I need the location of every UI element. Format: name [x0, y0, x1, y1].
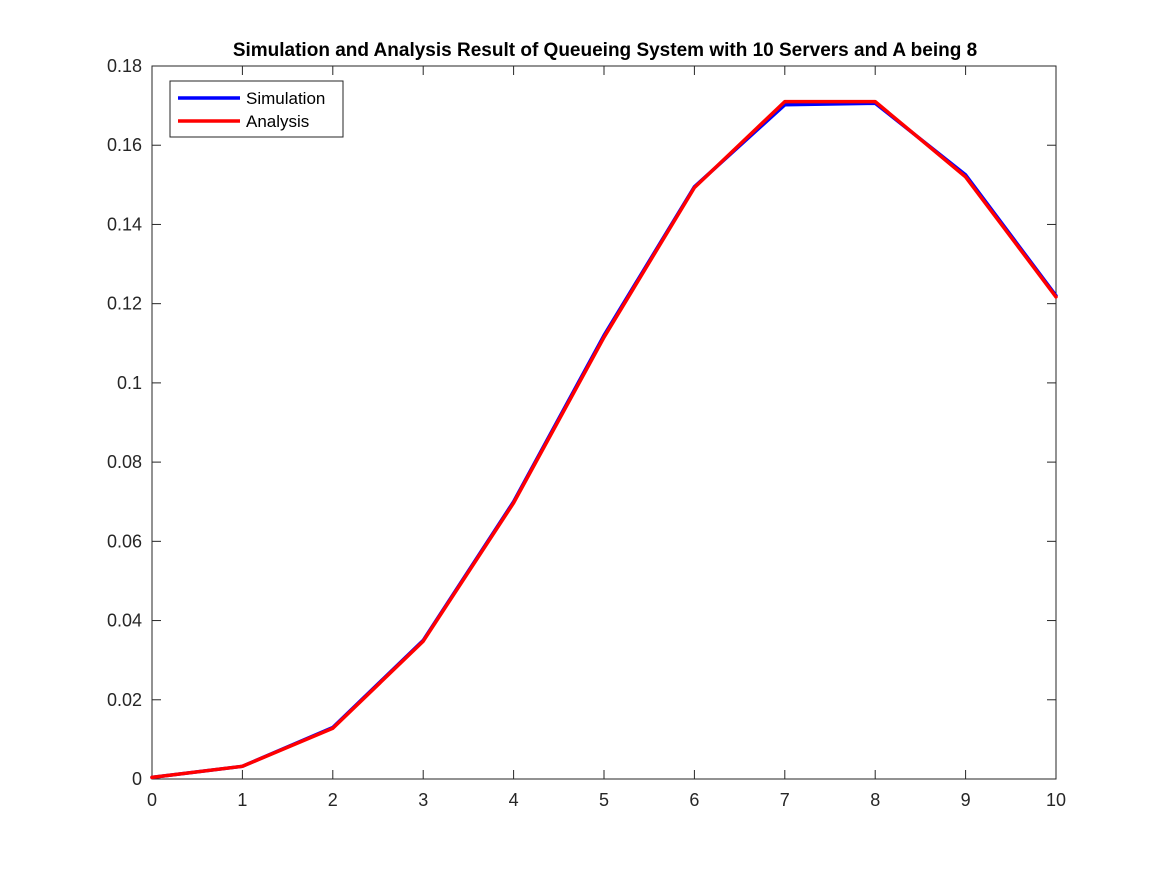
y-tick-label: 0.12: [107, 294, 142, 314]
legend-label-simulation: Simulation: [246, 89, 325, 108]
legend-label-analysis: Analysis: [246, 112, 309, 131]
series-line-simulation: [150, 101, 1058, 780]
x-tick-label: 0: [147, 790, 157, 810]
series-line-analysis: [150, 99, 1058, 780]
x-tick-label: 8: [870, 790, 880, 810]
y-tick-label: 0.18: [107, 56, 142, 76]
y-tick-label: 0.14: [107, 214, 142, 234]
x-tick-label: 3: [418, 790, 428, 810]
y-tick-label: 0.16: [107, 135, 142, 155]
legend-box: [169, 80, 344, 138]
y-tick-label: 0.06: [107, 531, 142, 551]
y-tick-label: 0.1: [117, 373, 142, 393]
legend: Simulation Analysis: [169, 80, 344, 138]
y-tick-label: 0: [132, 769, 142, 789]
x-tick-label: 1: [237, 790, 247, 810]
y-tick-label: 0.02: [107, 690, 142, 710]
chart-title: Simulation and Analysis Result of Queuei…: [233, 40, 977, 61]
series-lines: [150, 99, 1058, 780]
x-tick-label: 6: [689, 790, 699, 810]
x-tick-label: 4: [509, 790, 519, 810]
x-tick-label: 7: [780, 790, 790, 810]
x-tick-label: 5: [599, 790, 609, 810]
x-tick-label: 10: [1046, 790, 1066, 810]
y-tick-label: 0.08: [107, 452, 142, 472]
x-tick-label: 2: [328, 790, 338, 810]
y-tick-label: 0.04: [107, 611, 142, 631]
x-tick-label: 9: [961, 790, 971, 810]
plot-area-box: [151, 65, 1057, 780]
axes: 0 1 2 3 4 5 6 7 8 9 10 0 0.02 0.04 0.06 0.08 0.1 0.12 0.14…: [107, 56, 1066, 810]
